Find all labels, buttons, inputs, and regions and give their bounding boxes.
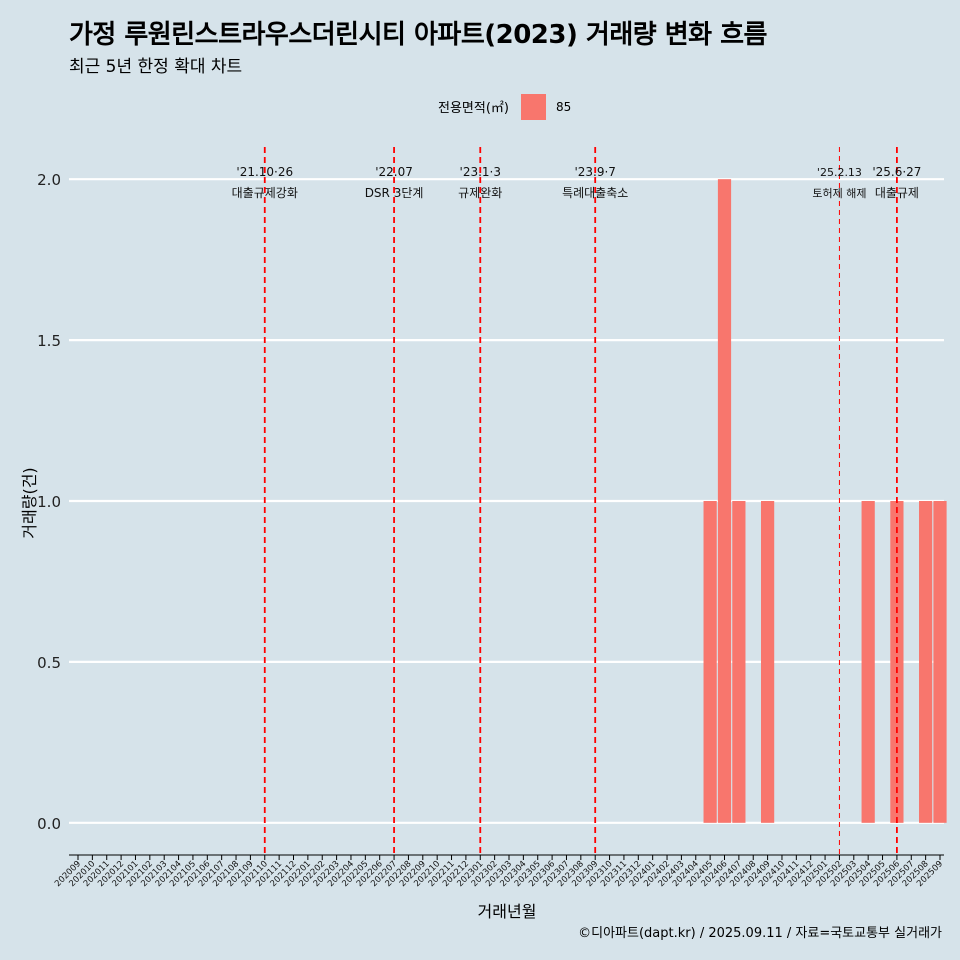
legend-label-85: 85 [555,99,572,114]
event-label-202502: 토허제 해제 [812,186,866,200]
event-date-202309: '23.9·7 [574,165,615,179]
event-date-202502: '25.2.13 [817,166,862,179]
legend: 전용면적(㎡) 85 [438,93,571,120]
event-date-202301: '23.1·3 [460,165,501,179]
event-label-202207: DSR 3단계 [365,186,424,200]
event-date-202506: '25.6·27 [872,165,921,179]
chart-title: 가정 루원린스트라우스더린시티 아파트(2023) 거래량 변화 흐름 [69,20,767,50]
legend-title: 전용면적(㎡) [438,101,509,116]
bar-202405 [703,501,717,823]
bar-202407 [732,501,746,823]
event-label-202110: 대출규제강화 [232,186,298,200]
bar-202504 [861,501,875,823]
x-axis-label: 거래년월 [477,902,537,921]
y-tick-label: 0.5 [37,654,61,672]
bar-202406 [717,179,732,823]
event-label-202309: 특례대출축소 [562,186,628,200]
y-tick-label: 1.0 [37,493,61,511]
legend-swatch-85 [520,93,546,120]
y-axis-label: 거래량(건) [20,467,39,539]
bar-202508 [919,501,933,823]
y-tick-label: 2.0 [37,171,61,189]
event-label-202301: 규제완화 [458,186,502,200]
y-tick-label: 1.5 [37,332,61,350]
event-date-202207: '22.07 [375,165,413,179]
source-caption: ©디아파트(dapt.kr) / 2025.09.11 / 자료=국토교통부 실… [578,926,942,941]
chart-subtitle: 최근 5년 한정 확대 차트 [69,57,243,77]
event-date-202110: '21.10·26 [236,165,293,179]
bar-202409 [760,501,775,823]
y-tick-label: 0.0 [37,815,61,833]
event-label-202506: 대출규제 [875,186,919,200]
bar-202509 [933,501,947,823]
